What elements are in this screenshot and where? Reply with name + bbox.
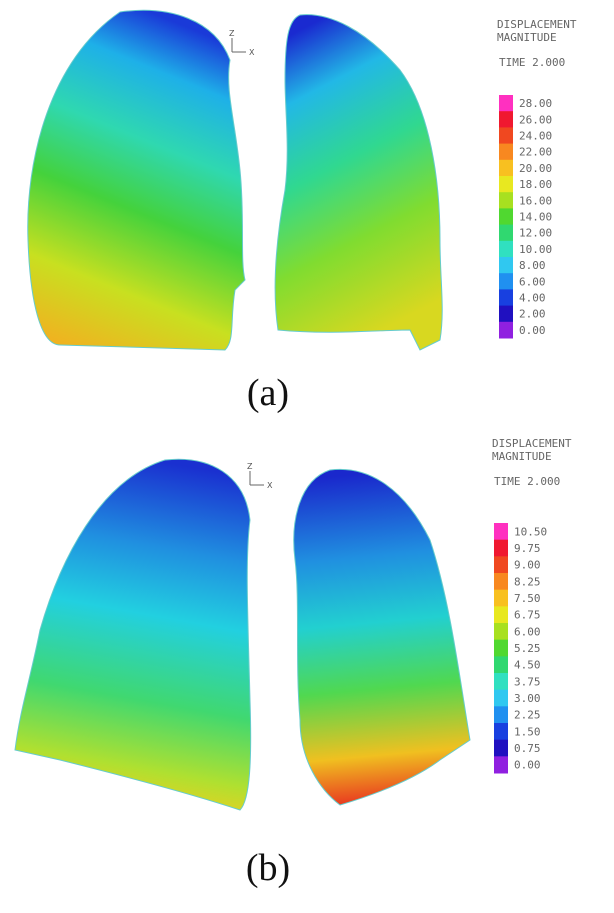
lung-right-b [293,468,471,806]
colorbar-segment [494,589,508,607]
colorbar-segment [499,257,513,274]
colorbar-label: 6.00 [519,275,546,288]
colorbar-label: 0.00 [519,324,546,337]
colorbar-label: 22.00 [519,146,552,159]
colorbar-segment [499,111,513,128]
axis-z-label: Z [247,462,253,471]
colorbar-label: 2.25 [514,709,541,722]
legend-title: DISPLACEMENT [492,437,572,450]
colorbar-segment [499,192,513,209]
colorbar-label: 8.25 [514,575,541,588]
colorbar-label: 3.75 [514,675,541,688]
colorbar-segment [499,95,513,112]
colorbar-label: 4.00 [519,292,546,305]
legend-time: TIME 2.000 [499,56,565,69]
legend-time: TIME 2.000 [494,475,560,488]
colorbar-segment [494,756,508,774]
axis-z-label: Z [229,29,235,38]
colorbar-label: 5.25 [514,642,541,655]
colorbar-label: 12.00 [519,227,552,240]
legend-subtitle: MAGNITUDE [497,31,557,44]
colorbar-segment [494,523,508,541]
colorbar-segment [494,673,508,691]
legend-subtitle: MAGNITUDE [492,450,552,463]
colorbar-segment [494,723,508,741]
colorbar-label: 20.00 [519,162,552,175]
colorbar-segment [499,159,513,177]
colorbar-segment [499,127,513,145]
colorbar-segment [494,606,508,624]
colorbar-segment [494,623,508,641]
colorbar-label: 9.75 [514,542,541,555]
lung-left-a [27,9,246,351]
colorbar-label: 10.50 [514,525,547,538]
colorbar-label: 0.00 [514,759,541,772]
colorbar-label: 7.50 [514,592,541,605]
colorbar-segment [494,639,508,657]
lung-right-a [274,14,443,351]
colorbar-label: 18.00 [519,178,552,191]
colorbar-segment [499,143,513,161]
axis-x-label: X [267,481,273,490]
colorbar-label: 6.00 [514,625,541,638]
colorbar-label: 14.00 [519,211,552,224]
colorbar-segment [499,240,513,258]
colorbar-segment [499,305,513,323]
colorbar-segment [494,739,508,757]
colorbar-label: 26.00 [519,113,552,126]
colorbar-segment [494,573,508,591]
colorbar-segment [494,556,508,574]
colorbar-segment [494,656,508,674]
colorbar-segment [499,176,513,193]
colorbar-label: 1.50 [514,725,541,738]
colorbar-label: 16.00 [519,194,552,207]
colorbar-label: 2.00 [519,308,546,321]
colorbar-segment [494,706,508,724]
colorbar-label: 4.50 [514,659,541,672]
lung-left-b [14,458,252,811]
colorbar-segment [499,289,513,307]
caption: (a) [247,372,289,414]
axis-x-label: X [249,48,255,57]
colorbar-label: 24.00 [519,130,552,143]
colorbar-segment [499,273,513,290]
legend-title: DISPLACEMENT [497,18,577,31]
colorbar-segment [494,689,508,707]
colorbar-label: 0.75 [514,742,541,755]
colorbar-label: 28.00 [519,97,552,110]
colorbar-label: 8.00 [519,259,546,272]
caption: (b) [246,847,290,889]
colorbar-label: 3.00 [514,692,541,705]
colorbar-label: 10.00 [519,243,552,256]
colorbar-segment [494,539,508,557]
colorbar-segment [499,224,513,242]
colorbar-label: 6.75 [514,609,541,622]
colorbar-segment [499,208,513,226]
colorbar-segment [499,321,513,339]
colorbar-label: 9.00 [514,559,541,572]
